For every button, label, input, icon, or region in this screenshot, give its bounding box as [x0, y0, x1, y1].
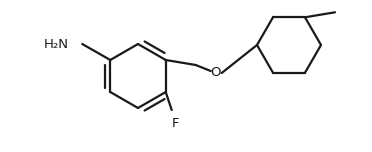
Text: H₂N: H₂N	[43, 38, 68, 50]
Text: O: O	[211, 67, 221, 79]
Text: F: F	[172, 117, 179, 130]
